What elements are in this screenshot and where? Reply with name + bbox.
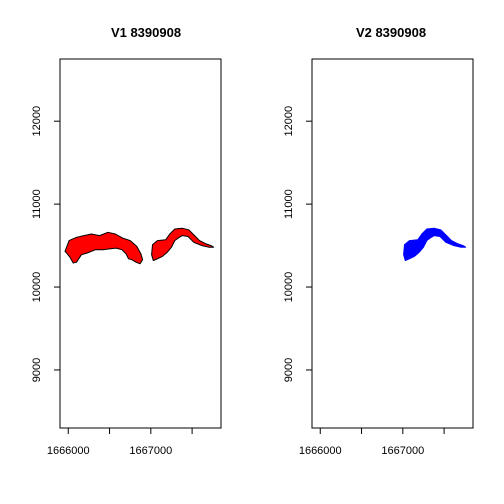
y-tick-label: 12000 bbox=[283, 106, 295, 137]
y-tick-label: 12000 bbox=[31, 106, 43, 137]
x-tick-label: 1667000 bbox=[129, 445, 172, 457]
x-tick-label: 1666000 bbox=[299, 445, 342, 457]
polygon-west-lobe bbox=[64, 231, 144, 265]
panel-title: V2 8390908 bbox=[356, 25, 426, 40]
y-tick-label: 10000 bbox=[283, 272, 295, 303]
y-tick-label: 11000 bbox=[283, 189, 295, 219]
y-tick-label: 10000 bbox=[31, 272, 43, 303]
panel-title: V1 8390908 bbox=[111, 25, 181, 40]
y-tick-label: 9000 bbox=[283, 358, 295, 382]
polygon-east-lobe bbox=[151, 227, 215, 261]
y-tick-label: 11000 bbox=[31, 189, 43, 219]
panel-1: V1 8390908 1666000 1667000 9000 10000 11000 12… bbox=[31, 25, 222, 457]
x-tick-label: 1666000 bbox=[47, 445, 90, 457]
panel-2: V2 8390908 1666000 1667000 9000 10000 11000 12… bbox=[283, 25, 474, 457]
polygon-east-lobe bbox=[403, 227, 467, 261]
y-tick-label: 9000 bbox=[31, 358, 43, 382]
x-tick-label: 1667000 bbox=[381, 445, 424, 457]
